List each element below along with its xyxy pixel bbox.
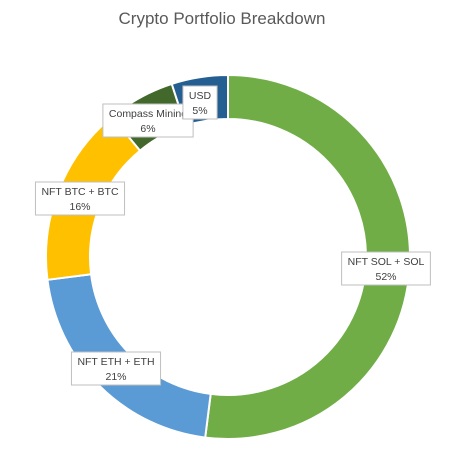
data-label-name: NFT BTC + BTC — [41, 186, 119, 198]
data-label-nft-sol-sol: NFT SOL + SOL 52% — [341, 251, 431, 286]
data-label-box — [70, 351, 162, 386]
data-label-compass-mining: Compass Mining 6% — [102, 103, 194, 138]
data-label-nft-btc-btc: NFT BTC + BTC 16% — [34, 181, 126, 216]
data-label-box — [34, 181, 126, 216]
data-label-box — [102, 103, 194, 138]
data-label-name: NFT ETH + ETH — [77, 356, 154, 368]
slice-nft-sol-sol — [204, 73, 411, 440]
data-label-usd: USD 5% — [182, 85, 218, 120]
data-label-percent: 5% — [192, 105, 207, 117]
data-label-name: USD — [189, 90, 212, 102]
data-label-percent: 16% — [69, 201, 90, 213]
chart-title: Crypto Portfolio Breakdown — [119, 9, 326, 28]
data-label-name: NFT SOL + SOL — [348, 256, 425, 268]
data-labels-group: NFT SOL + SOL 52% NFT ETH + ETH 21% NFT BTC … — [34, 85, 431, 386]
data-label-box — [341, 251, 431, 286]
data-label-nft-eth-eth: NFT ETH + ETH 21% — [70, 351, 162, 386]
data-label-percent: 21% — [105, 371, 126, 383]
data-label-percent: 52% — [375, 271, 396, 283]
data-label-name: Compass Mining — [109, 108, 187, 120]
data-label-percent: 6% — [140, 123, 155, 135]
data-label-box — [182, 85, 218, 120]
